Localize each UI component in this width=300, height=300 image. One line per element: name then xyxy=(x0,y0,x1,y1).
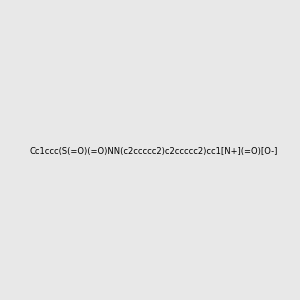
Text: Cc1ccc(S(=O)(=O)NN(c2ccccc2)c2ccccc2)cc1[N+](=O)[O-]: Cc1ccc(S(=O)(=O)NN(c2ccccc2)c2ccccc2)cc1… xyxy=(30,147,278,156)
